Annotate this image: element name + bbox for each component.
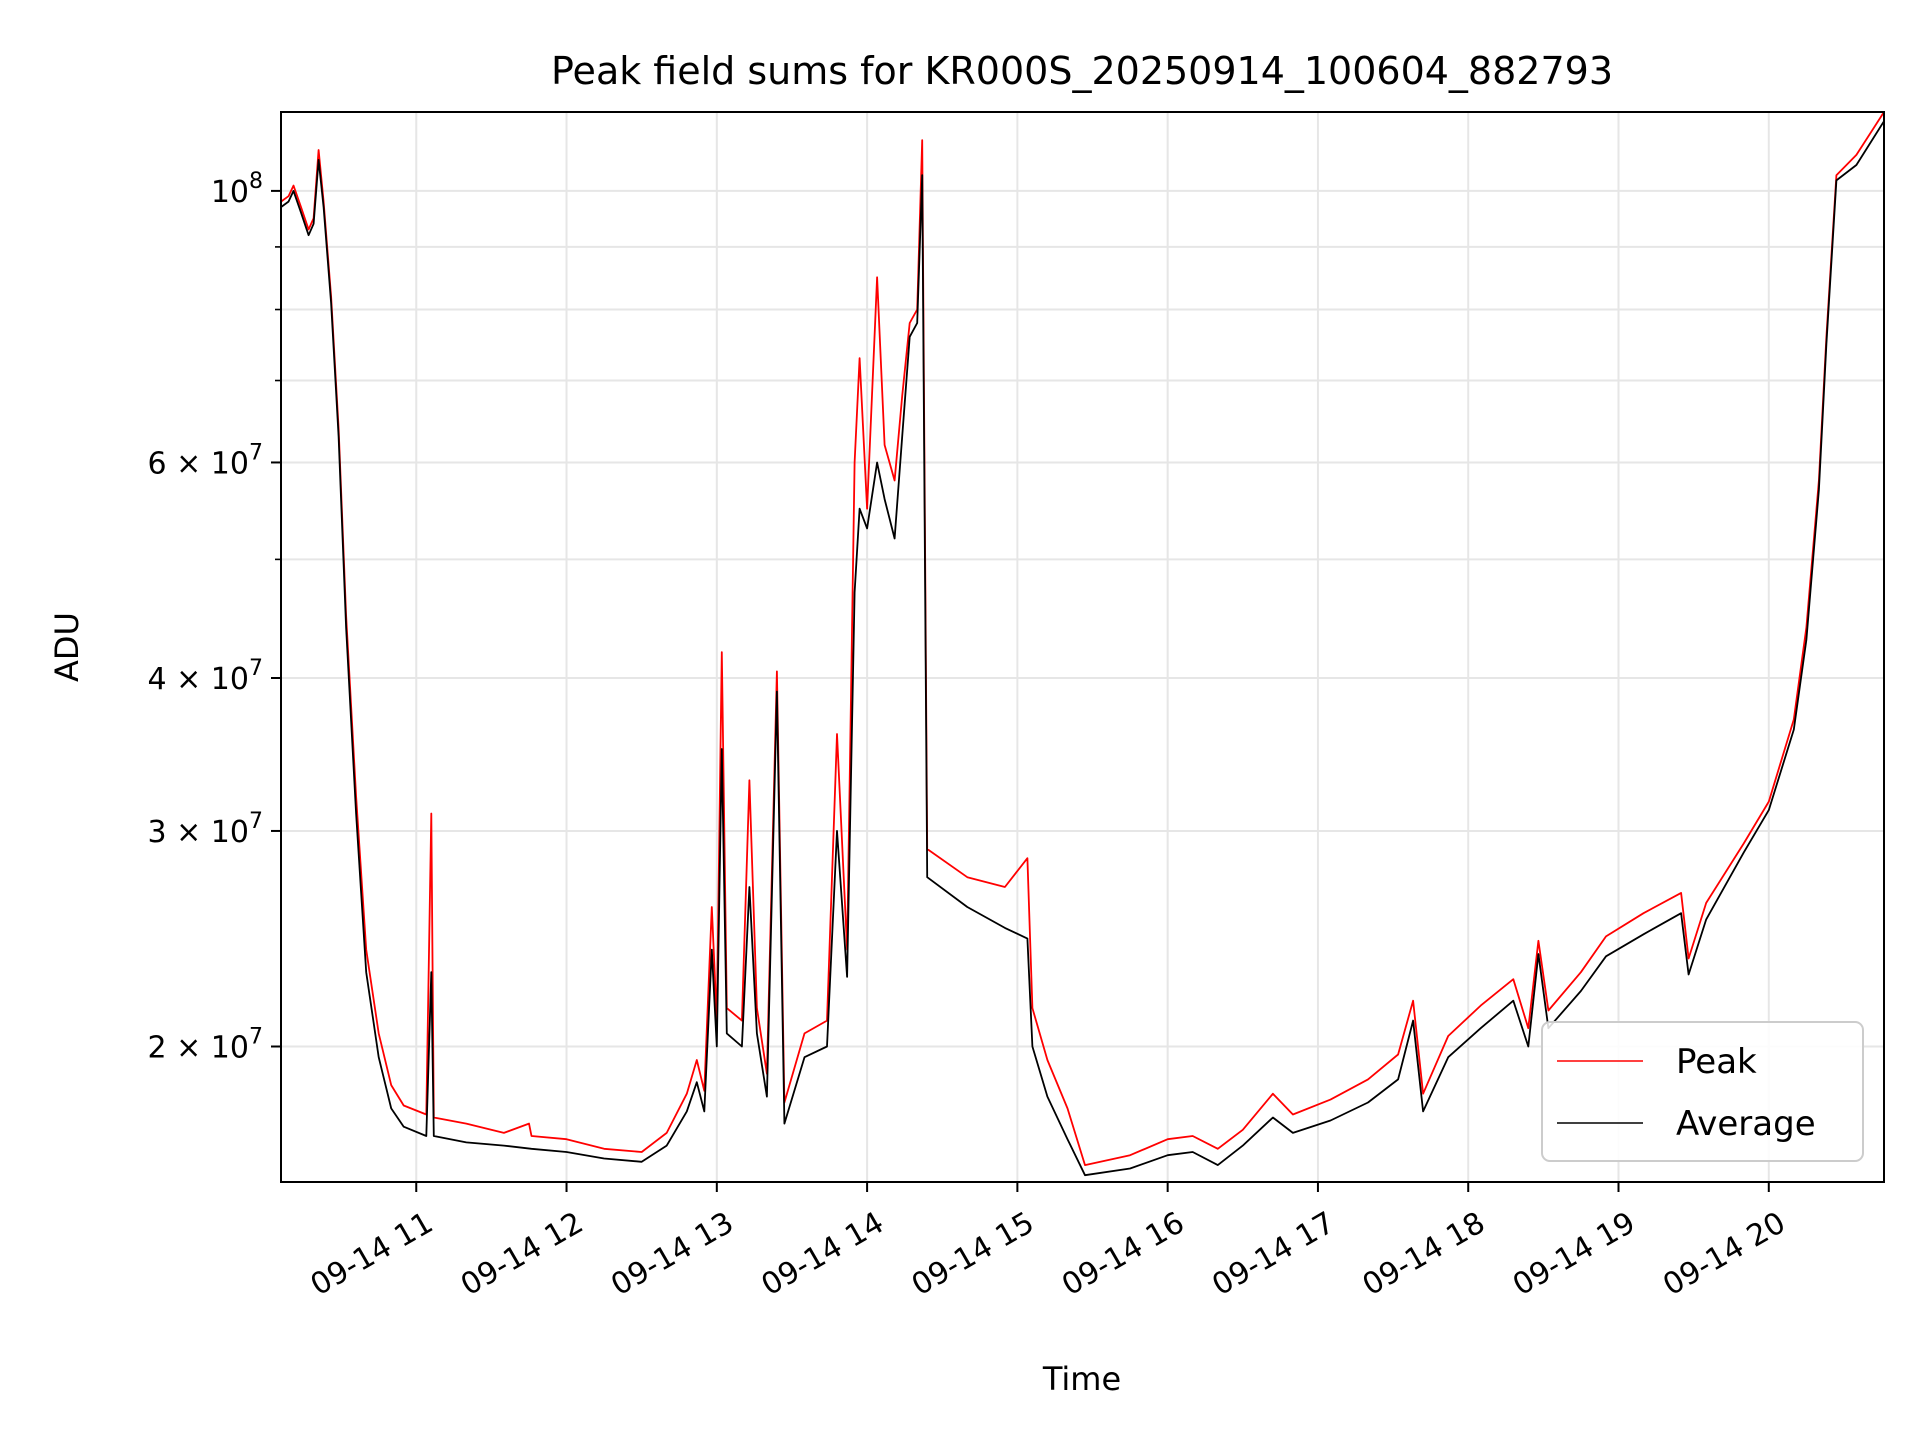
x-tick-label: 09-14 15 (906, 1205, 1040, 1303)
legend-label-peak: Peak (1676, 1042, 1757, 1082)
x-tick-label: 09-14 17 (1206, 1205, 1340, 1303)
legend-label-average: Average (1676, 1104, 1816, 1144)
series-line-average (280, 120, 1885, 1177)
y-tick-mantissa: 2 × 10 (148, 1030, 249, 1065)
y-tick-label: 3 × 107 (148, 809, 263, 850)
y-tick-exponent: 7 (249, 809, 263, 834)
series-line-peak (280, 111, 1885, 1166)
y-tick-label: 108 (211, 169, 263, 210)
x-tick-label: 09-14 16 (1056, 1205, 1190, 1303)
y-tick-mantissa: 3 × 10 (148, 815, 249, 850)
x-tick-label: 09-14 14 (756, 1205, 890, 1303)
y-tick-mantissa: 6 × 10 (148, 446, 249, 481)
x-axis-label: Time (1042, 1360, 1121, 1398)
y-tick-mantissa: 4 × 10 (148, 662, 249, 697)
y-tick-label: 4 × 107 (148, 656, 263, 697)
y-tick-exponent: 7 (249, 440, 263, 465)
x-tick-label: 09-14 18 (1357, 1205, 1491, 1303)
x-tick-label: 09-14 19 (1507, 1205, 1641, 1303)
legend-box (1541, 1021, 1864, 1162)
grid-lines (281, 112, 1884, 1182)
y-tick-label: 6 × 107 (148, 440, 263, 481)
y-tick-exponent: 8 (249, 169, 263, 194)
x-axis: 09-14 11 09-14 12 09-14 13 09-14 14 09-14 15… (305, 1182, 1792, 1303)
x-tick-label: 09-14 13 (605, 1205, 739, 1303)
legend: Peak Average (1541, 1021, 1864, 1162)
chart-title: Peak field sums for KR000S_20250914_1006… (551, 49, 1613, 93)
y-axis-label: ADU (48, 612, 86, 682)
y-tick-exponent: 7 (249, 1024, 263, 1049)
plot-frame (280, 111, 1885, 1183)
x-tick-label: 09-14 12 (455, 1205, 589, 1303)
plot-lines (280, 111, 1885, 1177)
y-tick-mantissa: 10 (211, 175, 249, 210)
x-tick-label: 09-14 11 (305, 1205, 439, 1303)
x-tick-label: 09-14 20 (1657, 1205, 1791, 1303)
y-tick-label: 2 × 107 (148, 1024, 263, 1065)
y-tick-exponent: 7 (249, 656, 263, 681)
